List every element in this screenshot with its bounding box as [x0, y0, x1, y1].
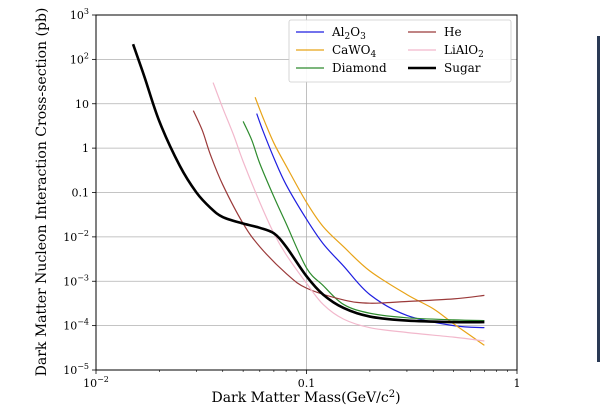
legend-label-sugar: Sugar	[444, 61, 481, 75]
series-line-lialo2	[212, 82, 485, 342]
x-tick-label: 1	[514, 377, 521, 390]
legend-label-diamond: Diamond	[332, 61, 387, 75]
legend-label-he: He	[444, 25, 462, 39]
y-tick-label: 10−2	[63, 229, 89, 244]
y-tick-label: 10	[75, 98, 89, 111]
series-lines	[131, 43, 485, 346]
y-tick-label: 103	[70, 7, 89, 22]
y-tick-label: 10−4	[63, 318, 89, 333]
y-tick-label: 102	[70, 51, 89, 66]
legend-label-lialo2: LiAlO2	[444, 43, 484, 60]
series-line-al2o3	[256, 113, 485, 329]
legend-label-cawo4: CaWO4	[332, 43, 377, 60]
x-tick-label: 0.1	[298, 377, 316, 390]
x-axis-label: Dark Matter Mass(GeV/c2)	[211, 389, 400, 406]
y-tick-label: 1	[82, 142, 89, 155]
y-tick-label: 10−3	[63, 273, 89, 288]
right-edge-bar	[597, 36, 600, 362]
legend-label-al2o3: Al2O3	[331, 25, 366, 42]
series-line-he	[192, 110, 485, 304]
series-line-cawo4	[254, 97, 485, 346]
x-tick-label: 10−2	[83, 375, 109, 390]
y-axis-label: Dark Matter Nucleon Interaction Cross-se…	[34, 8, 50, 377]
legend-box	[288, 19, 512, 83]
series-line-sugar	[131, 43, 485, 324]
grid	[96, 15, 517, 370]
series-line-diamond	[242, 121, 485, 322]
y-tick-label: 10−5	[63, 362, 89, 377]
y-tick-label: 0.1	[72, 187, 90, 200]
